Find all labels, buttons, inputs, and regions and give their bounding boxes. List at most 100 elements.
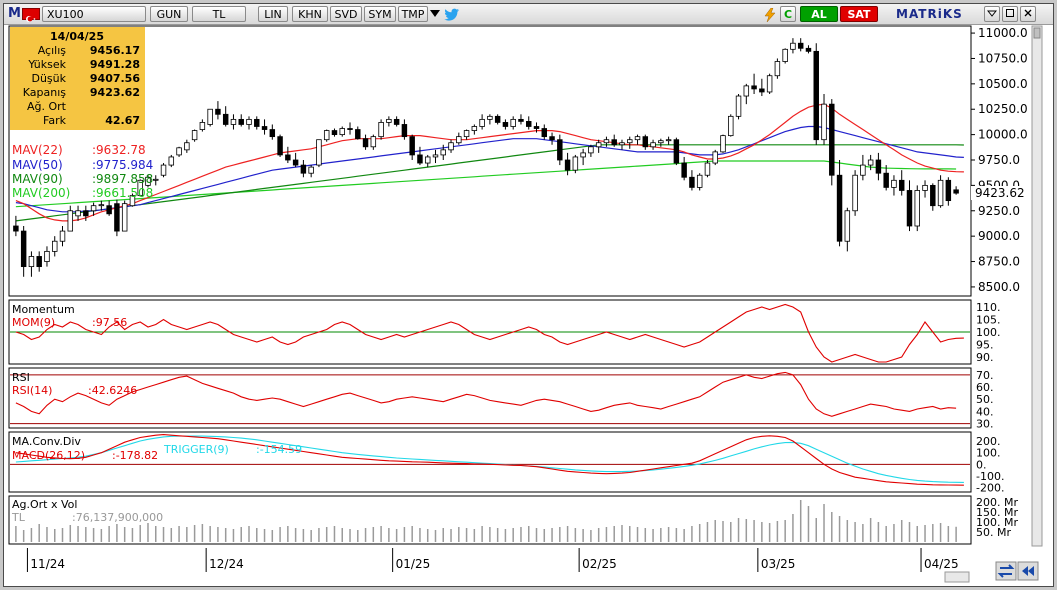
candle-body <box>642 136 649 148</box>
lin-button[interactable]: LIN <box>258 6 288 22</box>
candle-body <box>797 42 804 49</box>
candle-body <box>930 184 936 207</box>
candle-body <box>176 147 182 156</box>
sync-arrows-glyph <box>997 564 1015 578</box>
candle-body <box>953 189 959 194</box>
buy-button[interactable]: AL <box>800 6 838 22</box>
candle-body <box>261 126 268 130</box>
candle-body <box>424 156 431 164</box>
price-tick-label: 9000.0 <box>978 229 1020 243</box>
mav50-name: MAV(50) <box>12 158 63 172</box>
x-axis-label: 02/25 <box>582 557 617 571</box>
macd-tick-label: 100. <box>976 447 1001 460</box>
candle-body <box>526 121 532 127</box>
trigger-name: TRIGGER(9) <box>163 443 229 456</box>
close-icon[interactable] <box>1020 6 1036 22</box>
c-button[interactable]: C <box>780 6 796 22</box>
tmp-button[interactable]: TMP <box>398 6 428 22</box>
symbol-field[interactable]: XU100 <box>42 6 146 22</box>
candle-body <box>743 85 750 97</box>
candle-body <box>603 139 610 144</box>
candle-body <box>129 195 136 207</box>
sym-button[interactable]: SYM <box>364 6 396 22</box>
minimize-icon[interactable] <box>984 6 1000 22</box>
matriks-logo[interactable]: M <box>8 6 21 21</box>
trigger-line <box>15 435 964 483</box>
candle-body <box>479 118 485 127</box>
restore-icon[interactable] <box>1002 6 1018 22</box>
candle-body <box>494 115 501 123</box>
momentum-tick-label: 100. <box>976 326 1001 339</box>
vertical-scrollbar[interactable] <box>1031 25 1043 547</box>
candle-body <box>572 156 579 171</box>
price-tick-label: 8500.0 <box>978 280 1020 294</box>
candle-body <box>114 203 120 232</box>
mav50-line <box>15 125 964 213</box>
candle-body <box>67 210 74 232</box>
x-axis-label: 04/25 <box>924 557 959 571</box>
scrollbar-thumb[interactable] <box>1033 27 1041 39</box>
price-tick-label: 10000.0 <box>978 128 1028 142</box>
period-button[interactable]: GUN <box>150 6 188 22</box>
candle-body <box>378 122 384 138</box>
candle-body <box>215 108 221 115</box>
horizontal-scroll-thumb[interactable] <box>944 571 970 583</box>
candle-body <box>277 136 283 156</box>
info-label-avg: Ağ. Ort <box>27 100 67 113</box>
volume-unit: TL <box>11 511 26 524</box>
rsi-line <box>15 371 957 417</box>
candle-body <box>510 118 516 127</box>
x-axis-label: 12/24 <box>209 557 244 571</box>
candle-body <box>98 204 105 207</box>
rsi-tick-label: 60. <box>976 381 994 394</box>
lightning-icon[interactable] <box>764 7 776 23</box>
candle-body <box>106 205 112 215</box>
candle-body <box>463 130 470 138</box>
macd-value: :-178.82 <box>112 449 158 462</box>
candle-body <box>782 48 788 62</box>
candle-body <box>588 146 594 154</box>
toolbar: M XU100 GUN TL LIN KHN SVD SYM TMP C AL … <box>4 4 1053 25</box>
candle-body <box>518 118 524 122</box>
twitter-bird-icon[interactable] <box>444 7 460 21</box>
svd-button[interactable]: SVD <box>330 6 362 22</box>
candle-body <box>401 124 408 138</box>
sell-button[interactable]: SAT <box>840 6 878 22</box>
info-box: 14/04/25 Açılış 9456.17 Yüksek 9491.28 D… <box>10 27 145 130</box>
triangle-down-icon[interactable] <box>430 10 440 17</box>
price-tick-label: 9250.0 <box>978 204 1020 218</box>
mav22-value: :9632.78 <box>92 143 146 157</box>
rsi-tick-label: 40. <box>976 405 994 418</box>
volume-tick-label: 100. Mr <box>976 516 1018 529</box>
candle-body <box>121 203 128 232</box>
info-value-diff: 42.67 <box>105 114 140 127</box>
candle-body <box>184 142 190 151</box>
candle-body <box>906 190 913 227</box>
candle-body <box>292 159 299 166</box>
price-tick-label: 9750.0 <box>978 153 1020 167</box>
sync-arrows-icon[interactable] <box>995 561 1017 581</box>
candle-body <box>432 154 439 158</box>
rsi-panel <box>8 367 972 429</box>
rsi-tick-label: 30. <box>976 418 994 431</box>
price-tick-label: 8750.0 <box>978 255 1020 269</box>
candle-body <box>502 122 509 127</box>
khn-button[interactable]: KHN <box>292 6 328 22</box>
mav200-name: MAV(200) <box>12 186 70 200</box>
candle-body <box>696 174 703 188</box>
candle-body <box>83 210 89 217</box>
price-tick-label: 10500.0 <box>978 77 1028 91</box>
candle-body <box>246 118 252 125</box>
info-value-open: 9456.17 <box>90 44 140 57</box>
candle-body <box>557 139 563 161</box>
rsi-title: RSI <box>12 371 30 384</box>
info-date: 14/04/25 <box>50 30 104 43</box>
currency-button[interactable]: TL <box>192 6 246 22</box>
price-tick-label: 11000.0 <box>978 26 1028 40</box>
mav200-value: :9661.508 <box>92 186 153 200</box>
candle-body <box>137 179 143 196</box>
rsi-tick-label: 70. <box>976 369 994 382</box>
rsi-tick-label: 50. <box>976 393 994 406</box>
matriks-brand: MATRiKS <box>896 7 963 21</box>
